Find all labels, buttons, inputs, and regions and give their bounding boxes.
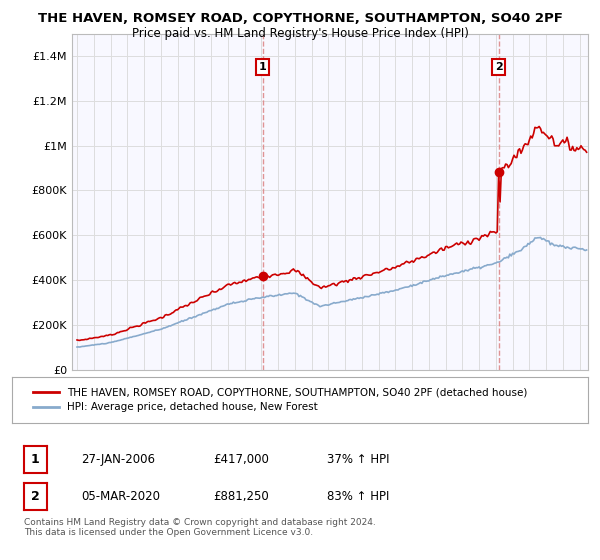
Text: 27-JAN-2006: 27-JAN-2006 xyxy=(81,453,155,466)
Text: 2: 2 xyxy=(31,489,40,503)
Text: Price paid vs. HM Land Registry's House Price Index (HPI): Price paid vs. HM Land Registry's House … xyxy=(131,27,469,40)
Text: 2: 2 xyxy=(495,62,503,72)
Legend: THE HAVEN, ROMSEY ROAD, COPYTHORNE, SOUTHAMPTON, SO40 2PF (detached house), HPI:: THE HAVEN, ROMSEY ROAD, COPYTHORNE, SOUT… xyxy=(29,383,532,417)
Text: Contains HM Land Registry data © Crown copyright and database right 2024.
This d: Contains HM Land Registry data © Crown c… xyxy=(24,518,376,538)
Text: 1: 1 xyxy=(259,62,266,72)
Text: £417,000: £417,000 xyxy=(213,453,269,466)
Text: 83% ↑ HPI: 83% ↑ HPI xyxy=(327,489,389,503)
Text: 05-MAR-2020: 05-MAR-2020 xyxy=(81,489,160,503)
Text: £881,250: £881,250 xyxy=(213,489,269,503)
Text: 37% ↑ HPI: 37% ↑ HPI xyxy=(327,453,389,466)
Text: THE HAVEN, ROMSEY ROAD, COPYTHORNE, SOUTHAMPTON, SO40 2PF: THE HAVEN, ROMSEY ROAD, COPYTHORNE, SOUT… xyxy=(38,12,562,25)
Text: 1: 1 xyxy=(31,453,40,466)
